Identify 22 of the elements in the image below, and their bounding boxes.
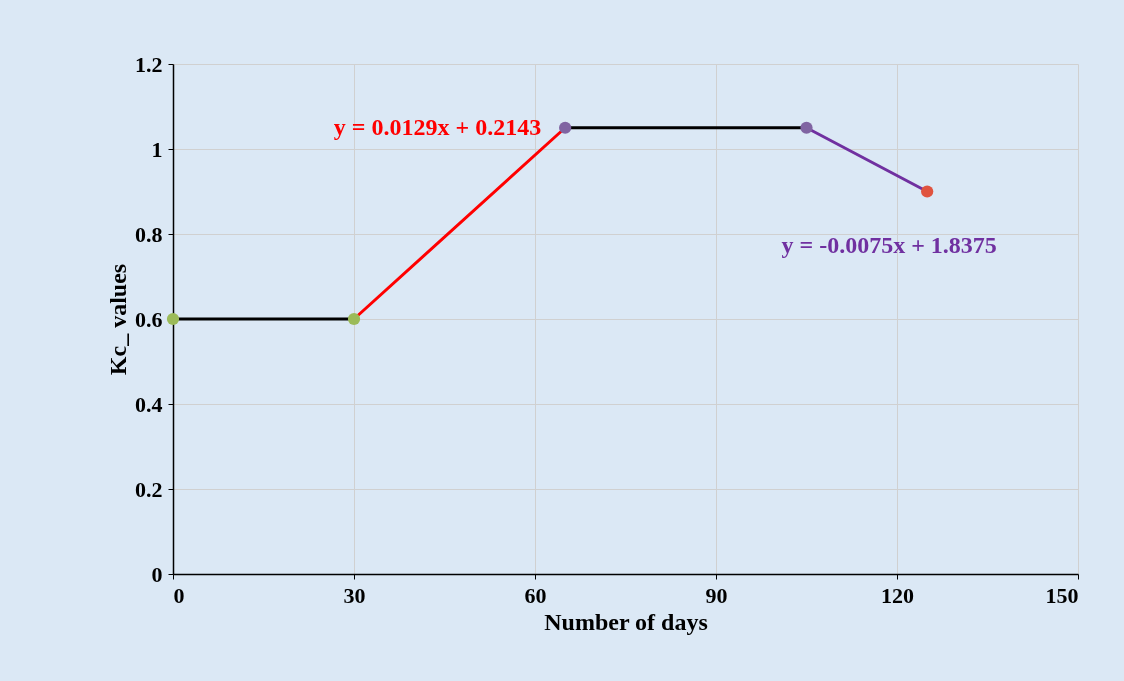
y-tick-label: 1 <box>151 136 163 162</box>
point <box>921 185 934 198</box>
x-tick-label: 30 <box>343 582 366 608</box>
x-tick-label: 90 <box>705 582 728 608</box>
point <box>800 121 813 134</box>
y-tick-label: 0.2 <box>135 476 163 502</box>
x-tick-label: 150 <box>1045 582 1079 608</box>
y-tick-label: 0.8 <box>135 221 163 247</box>
y-tick-label: 1.2 <box>135 51 163 77</box>
annotation: y = -0.0075x + 1.8375 <box>781 231 997 258</box>
x-tick-label: 60 <box>524 582 547 608</box>
point <box>166 312 180 326</box>
y-tick-label: 0.4 <box>135 391 163 417</box>
point <box>559 121 572 134</box>
x-axis-title: Number of days <box>544 608 708 635</box>
y-tick-label: 0.6 <box>135 306 163 332</box>
point <box>347 312 361 326</box>
annotation: y = 0.0129x + 0.2143 <box>333 113 542 140</box>
y-tick-label: 0 <box>151 561 163 587</box>
y-axis-title: Kc_ values <box>105 263 131 376</box>
x-tick-label: 0 <box>173 582 185 608</box>
x-tick-label: 120 <box>881 582 914 608</box>
